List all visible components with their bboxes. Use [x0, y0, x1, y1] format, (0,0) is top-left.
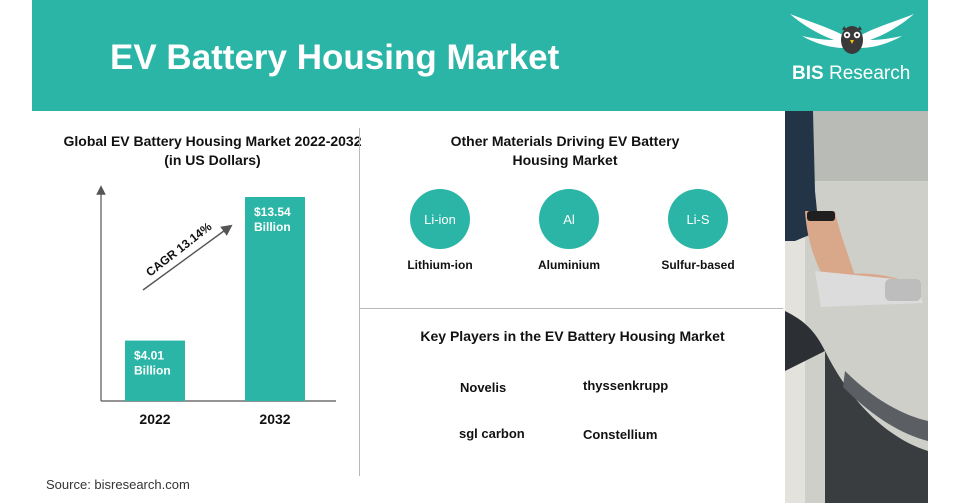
material-circle-li-s: Li-S	[668, 189, 728, 249]
owl-icon	[790, 14, 914, 54]
page-title: EV Battery Housing Market	[110, 38, 560, 77]
vertical-divider	[359, 128, 360, 476]
x-tick-2032: 2032	[259, 411, 290, 427]
data-label-2022-line1: $4.01	[134, 349, 164, 363]
data-label-2032-line2: Billion	[254, 220, 291, 234]
players-title: Key Players in the EV Battery Housing Ma…	[420, 328, 725, 344]
player-thyssenkrupp: thyssenkrupp	[583, 378, 669, 393]
data-label-2032-line1: $13.54	[254, 205, 291, 219]
data-label-2022-line2: Billion	[134, 364, 171, 378]
materials-title: Other Materials Driving EV Battery Housi…	[450, 133, 680, 168]
material-label-li-s: Sulfur-based	[661, 258, 735, 272]
cagr-arrow	[142, 224, 233, 291]
material-label-al: Aluminium	[538, 258, 600, 272]
material-label-li-ion: Lithium-ion	[407, 258, 473, 272]
material-circle-li-ion: Li-ion	[410, 189, 470, 249]
player-sgl-carbon: sgl carbon	[459, 426, 525, 441]
ev-charging-illustration	[785, 111, 928, 503]
x-tick-2022: 2022	[139, 411, 170, 427]
brand-logo: BIS Research	[782, 10, 922, 90]
brand-name: BIS Research	[792, 63, 911, 84]
source-note: Source: bisresearch.com	[46, 477, 190, 492]
header-banner: EV Battery Housing Market BIS Research	[32, 0, 928, 111]
ev-charging-photo	[785, 111, 928, 503]
cagr-label: CAGR 13.14%	[143, 219, 214, 279]
bar-2032	[245, 196, 305, 401]
bar-2022	[125, 340, 185, 401]
player-constellium: Constellium	[583, 427, 658, 442]
material-circle-al: Al	[539, 189, 599, 249]
player-novelis: Novelis	[460, 380, 507, 395]
chart-title: Global EV Battery Housing Market 2022-20…	[63, 133, 362, 168]
horizontal-divider	[360, 308, 783, 309]
